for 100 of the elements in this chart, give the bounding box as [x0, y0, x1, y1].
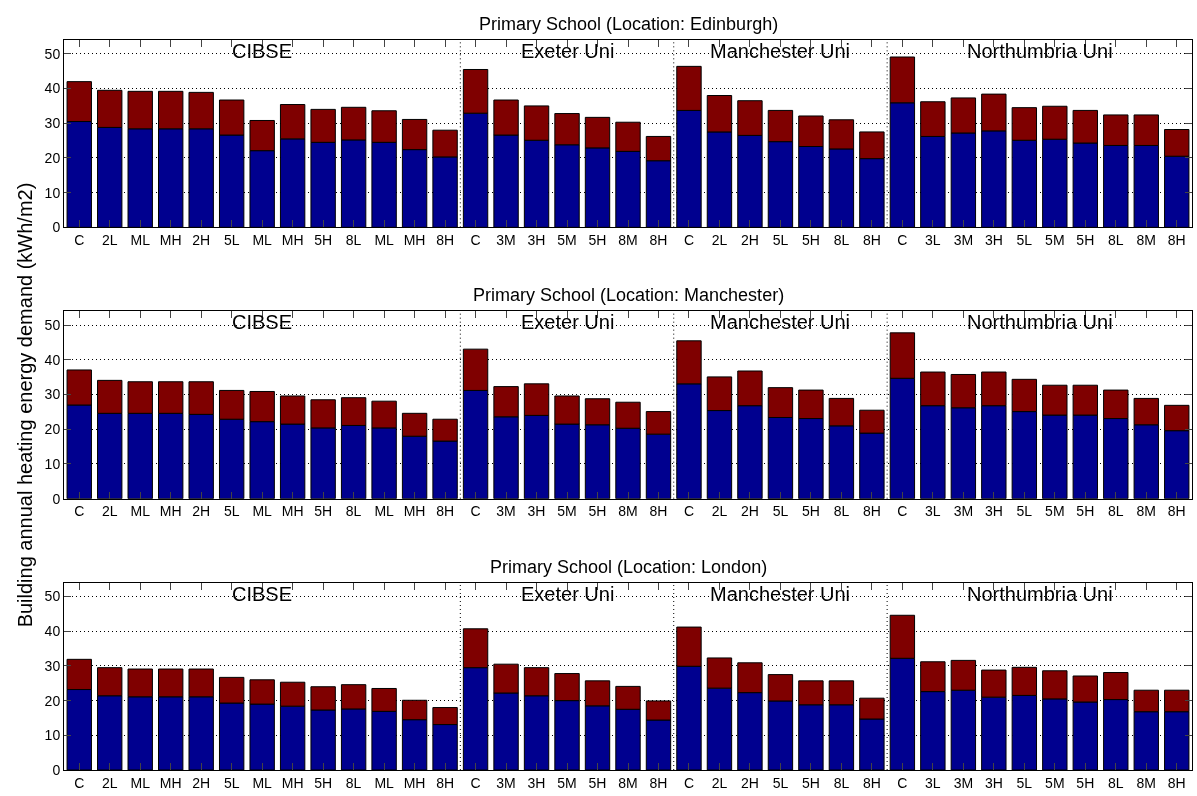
y-tick-label: 20 — [44, 421, 61, 438]
x-tick-label: 3M — [953, 774, 974, 791]
x-tick-label: 8H — [862, 503, 881, 520]
x-tick-label: 3M — [496, 503, 516, 520]
x-tick-label: MH — [403, 232, 426, 249]
x-tick-label: 2H — [741, 774, 759, 791]
x-tick-label: 8L — [1107, 503, 1124, 520]
x-tick-label: ML — [374, 774, 395, 791]
x-tick-label: C — [74, 774, 85, 791]
x-tick-label: 5M — [557, 232, 577, 249]
x-tick-label: 5L — [772, 232, 789, 249]
x-tick-label: 8H — [649, 774, 668, 791]
x-tick-label: 5L — [223, 503, 240, 520]
x-tick-label: 3H — [984, 232, 1003, 249]
y-tick-label: 30 — [44, 657, 61, 674]
x-tick-label: 5H — [588, 503, 607, 520]
x-tick-label: 5H — [314, 503, 333, 520]
annotation: Manchester Uni — [710, 583, 851, 605]
x-tick-label: 2H — [741, 503, 759, 520]
y-tick-label: 10 — [44, 184, 61, 201]
x-tick-label: 5M — [1045, 774, 1065, 791]
x-tick-label: 3L — [925, 503, 941, 520]
x-tick-label: 5H — [1076, 774, 1095, 791]
y-tick-label: 50 — [44, 45, 61, 62]
x-tick-label: 2L — [711, 232, 728, 249]
x-tick-label: C — [897, 774, 908, 791]
y-tick-label: 0 — [52, 219, 61, 236]
x-tick-label: 8L — [833, 503, 850, 520]
x-tick-label: 2L — [711, 774, 728, 791]
x-tick-label: 8M — [618, 503, 638, 520]
x-tick-label: 5H — [801, 232, 820, 249]
x-tick-label: 8H — [1167, 503, 1186, 520]
x-tick-label: 5M — [1045, 503, 1065, 520]
y-tick-label: 40 — [44, 80, 61, 97]
x-tick-label: 2H — [192, 774, 211, 791]
x-tick-label: 5M — [557, 774, 577, 791]
x-tick-label: 8M — [1136, 503, 1156, 520]
x-tick-label: 5L — [772, 774, 789, 791]
y-tick-label: 0 — [52, 761, 61, 778]
annotation: Northumbria Uni — [967, 40, 1113, 62]
x-tick-label: C — [470, 503, 481, 520]
x-tick-label: ML — [374, 503, 395, 520]
x-tick-label: 8L — [1107, 774, 1124, 791]
x-tick-label: C — [897, 232, 908, 249]
x-tick-label: 3M — [953, 503, 974, 520]
x-tick-label: 5L — [1016, 774, 1033, 791]
x-tick-label: 8M — [618, 232, 638, 249]
x-tick-label: 3H — [984, 503, 1003, 520]
x-tick-label: MH — [403, 774, 426, 791]
annotation: CIBSE — [232, 311, 293, 333]
y-tick-label: 40 — [44, 623, 61, 640]
x-tick-label: 3M — [953, 232, 974, 249]
y-tick-label: 30 — [44, 115, 61, 132]
x-tick-label: 2H — [192, 232, 211, 249]
annotation: CIBSE — [232, 583, 293, 605]
x-tick-label: MH — [281, 774, 304, 791]
x-tick-label: 8M — [618, 774, 638, 791]
x-tick-label: ML — [130, 774, 151, 791]
x-tick-label: 2L — [101, 503, 118, 520]
annotation: Exeter Uni — [521, 311, 615, 333]
x-tick-label: 8H — [862, 232, 881, 249]
x-tick-label: C — [683, 503, 695, 520]
x-tick-label: MH — [159, 774, 182, 791]
x-tick-label: 5H — [588, 232, 607, 249]
annotation: Exeter Uni — [521, 40, 615, 62]
y-tick-label: 10 — [44, 455, 61, 472]
x-tick-label: 2H — [192, 503, 211, 520]
x-tick-label: ML — [130, 232, 151, 249]
x-tick-label: ML — [252, 503, 273, 520]
x-tick-label: 8L — [345, 232, 362, 249]
x-tick-label: C — [470, 232, 481, 249]
x-tick-label: 5H — [314, 774, 333, 791]
x-tick-label: 5L — [1016, 232, 1033, 249]
x-tick-label: MH — [403, 503, 426, 520]
x-tick-label: MH — [281, 503, 304, 520]
x-tick-label: C — [74, 503, 85, 520]
x-tick-label: 5H — [1076, 503, 1095, 520]
x-tick-label: 8H — [649, 232, 668, 249]
annotation: Manchester Uni — [710, 311, 851, 333]
x-tick-label: 3H — [984, 774, 1003, 791]
y-tick-label: 40 — [44, 351, 61, 368]
x-tick-label: C — [470, 774, 481, 791]
x-tick-label: C — [683, 774, 695, 791]
x-tick-label: 8M — [1136, 232, 1156, 249]
x-tick-label: ML — [252, 774, 273, 791]
x-tick-label: 8M — [1136, 774, 1156, 791]
x-tick-label: 8H — [436, 503, 455, 520]
x-tick-label: 8L — [345, 774, 362, 791]
x-tick-label: 8H — [649, 503, 668, 520]
x-tick-label: 8L — [833, 774, 850, 791]
annotation: Exeter Uni — [521, 583, 615, 605]
x-tick-label: 3L — [925, 774, 941, 791]
chart-title: Primary School (Location: Edinburgh) — [479, 14, 779, 34]
x-tick-label: 5L — [772, 503, 789, 520]
chart-title: Primary School (Location: London) — [490, 557, 768, 577]
x-tick-label: C — [683, 232, 695, 249]
y-tick-label: 10 — [44, 727, 61, 744]
x-tick-label: 2L — [101, 774, 118, 791]
annotation: Northumbria Uni — [967, 583, 1113, 605]
x-tick-label: 5H — [801, 503, 820, 520]
